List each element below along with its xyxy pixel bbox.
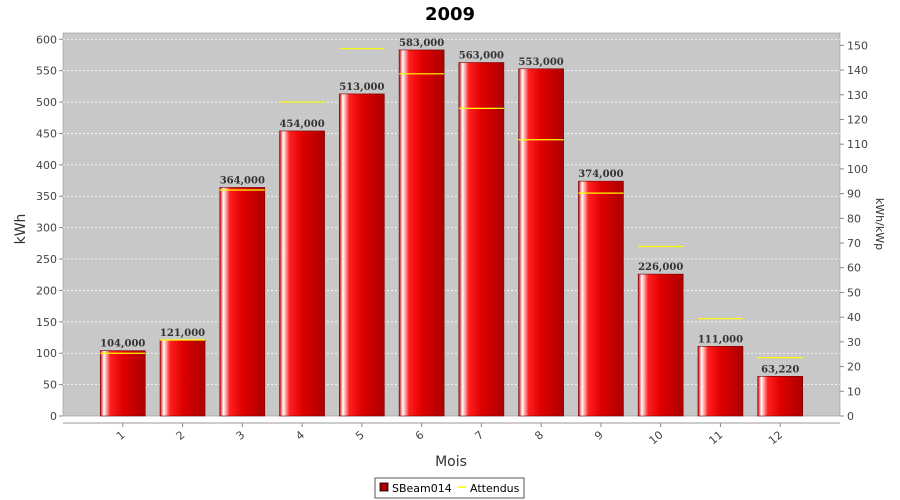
- y-tick-label: 0: [50, 410, 57, 423]
- y2-tick-label: 0: [847, 410, 854, 423]
- legend-label-attendus: Attendus: [470, 482, 520, 495]
- y2-tick-label: 90: [847, 188, 861, 201]
- y-tick-label: 550: [36, 65, 57, 78]
- x-tick-label: 9: [592, 428, 606, 442]
- y-tick-label: 500: [36, 96, 57, 109]
- y2-tick-label: 140: [847, 64, 868, 77]
- target-lines: [100, 48, 803, 359]
- chart-title: 2009: [425, 4, 475, 25]
- bar: [279, 130, 325, 417]
- y2-tick-label: 60: [847, 262, 861, 275]
- bar-value-label: 104,000: [100, 339, 145, 350]
- bars: [99, 49, 804, 417]
- y-axis-title: kWh: [13, 214, 29, 245]
- x-axis-title: Mois: [435, 454, 467, 470]
- y2-tick-label: 150: [847, 39, 868, 52]
- y-tick-label: 350: [36, 190, 57, 203]
- y2-tick-label: 100: [847, 163, 868, 176]
- x-tick-label: 4: [293, 428, 307, 442]
- bar: [99, 350, 146, 417]
- y2-axis-ticks: 0 10 20 30 40 50 60 70 80 90 100 110 120 130 140 150: [840, 39, 868, 423]
- y2-axis-title: kWh/kWp: [873, 198, 886, 250]
- y-tick-label: 50: [43, 379, 57, 392]
- x-tick-label: 8: [532, 428, 546, 442]
- y-tick-label: 600: [36, 33, 57, 46]
- bar-value-label: 563,000: [459, 51, 504, 62]
- bar-value-label: 454,000: [279, 119, 324, 130]
- bar: [398, 49, 445, 417]
- y2-tick-label: 20: [847, 361, 861, 374]
- bar: [219, 187, 266, 417]
- legend-label-sbeam: SBeam014: [392, 482, 452, 495]
- y-tick-label: 250: [36, 253, 57, 266]
- x-axis-ticks: 1 2 3 4 5 6 7 8 9 10 11 12: [114, 423, 785, 447]
- bar: [458, 62, 505, 417]
- y2-tick-label: 70: [847, 237, 861, 250]
- y2-tick-label: 30: [847, 336, 861, 349]
- y-tick-label: 450: [36, 127, 57, 140]
- y2-tick-label: 10: [847, 385, 861, 398]
- x-tick-label: 5: [353, 428, 367, 442]
- bar-value-label: 364,000: [220, 175, 265, 186]
- x-tick-label: 7: [473, 428, 487, 442]
- y2-tick-label: 130: [847, 89, 868, 102]
- bar-value-label: 226,000: [638, 262, 683, 273]
- bar-value-label: 553,000: [519, 57, 564, 68]
- y2-tick-label: 110: [847, 138, 868, 151]
- bar: [757, 376, 804, 417]
- legend-swatch-bar: [379, 482, 389, 492]
- bar: [518, 68, 564, 417]
- bar-value-label: 63,220: [761, 364, 799, 375]
- legend-box: [374, 477, 525, 499]
- y2-tick-label: 120: [847, 113, 868, 126]
- data-labels: 104,000 121,000 364,000 454,000 513,000 583,0…: [100, 38, 799, 375]
- bar-value-label: 513,000: [339, 82, 384, 93]
- bar: [697, 346, 744, 417]
- bar: [159, 339, 206, 417]
- y-tick-label: 400: [36, 159, 57, 172]
- y-tick-label: 100: [36, 347, 57, 360]
- legend: SBeam014 Attendus: [374, 477, 525, 499]
- x-tick-label: 6: [413, 428, 427, 442]
- bar-value-label: 374,000: [578, 169, 623, 180]
- x-tick-label: 1: [114, 428, 128, 442]
- bar-value-label: 121,000: [160, 328, 205, 339]
- x-tick-label: 3: [234, 428, 248, 442]
- y2-tick-label: 80: [847, 212, 861, 225]
- bar: [637, 273, 684, 417]
- y-axis-ticks: 0 50 100 150 200 250 300 350 400 450 500 550 600: [36, 33, 63, 423]
- x-tick-label: 12: [766, 428, 785, 447]
- y2-tick-label: 40: [847, 311, 861, 324]
- bar-value-label: 111,000: [698, 334, 743, 345]
- x-tick-label: 10: [647, 428, 666, 447]
- bar-value-label: 583,000: [399, 38, 444, 49]
- y-tick-label: 200: [36, 284, 57, 297]
- x-tick-label: 2: [174, 428, 188, 442]
- x-tick-label: 11: [706, 428, 725, 447]
- y-tick-label: 300: [36, 222, 57, 235]
- y2-tick-label: 50: [847, 286, 861, 299]
- bar: [339, 93, 385, 417]
- y-tick-label: 150: [36, 316, 57, 329]
- bar: [578, 180, 624, 417]
